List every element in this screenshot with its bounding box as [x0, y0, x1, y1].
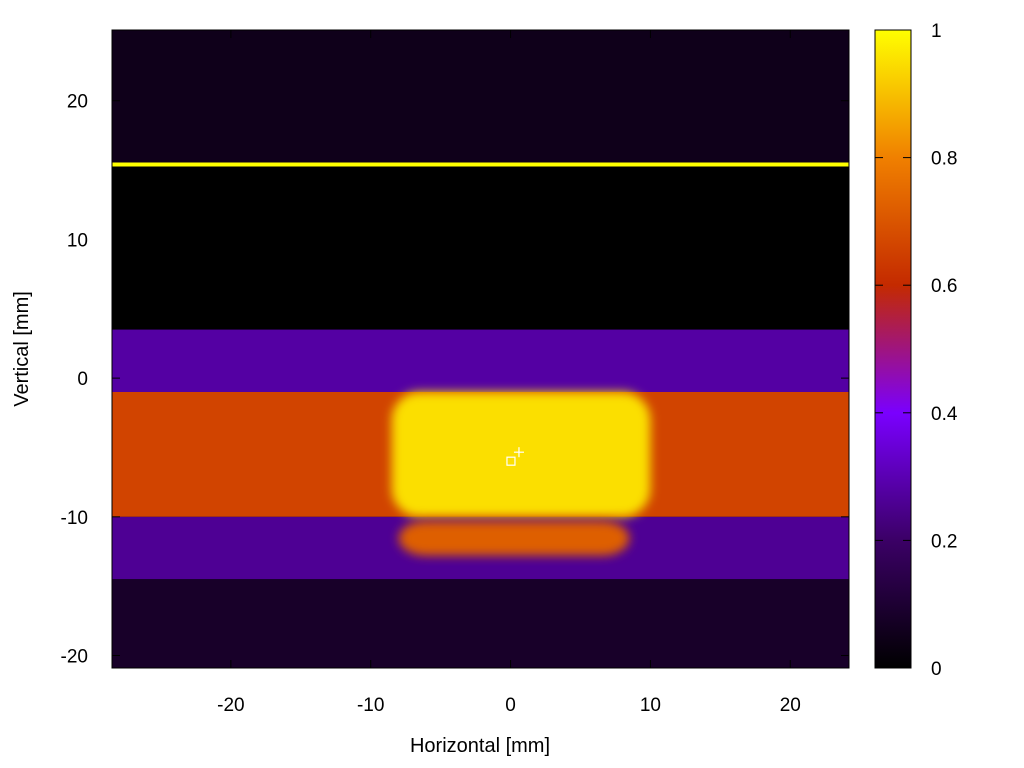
colorbar-tick-label: 0 — [931, 659, 942, 680]
region-upper-band — [112, 329, 849, 392]
colorbar-tick-label: 0.4 — [931, 404, 958, 425]
x-tick-label: 20 — [780, 695, 801, 716]
y-tick-label: -20 — [61, 647, 88, 668]
colorbar-tick-label: 0.2 — [931, 531, 957, 552]
x-tick-label: -20 — [217, 695, 244, 716]
x-tick-label: -10 — [357, 695, 384, 716]
y-tick-label: -10 — [61, 508, 88, 529]
region-hot-core — [391, 391, 651, 517]
y-axis-title: Vertical [mm] — [11, 291, 33, 407]
region-hot-lower-lobe — [398, 520, 630, 556]
region-upper-background — [112, 30, 849, 165]
y-tick-label: 0 — [77, 369, 88, 390]
x-axis-title: Horizontal [mm] — [410, 735, 550, 757]
colorbar-tick-label: 0.8 — [931, 149, 957, 170]
x-tick-label: 10 — [640, 695, 661, 716]
x-tick-label: 0 — [505, 695, 516, 716]
region-lower-background — [112, 579, 849, 668]
plot-area — [112, 30, 849, 668]
region-upper-dark-gap — [112, 164, 849, 330]
colorbar-tick-label: 0.6 — [931, 276, 957, 297]
colorbar — [874, 29, 912, 669]
colorbar-tick-label: 1 — [931, 21, 942, 42]
y-tick-label: 20 — [67, 92, 88, 113]
y-tick-label: 10 — [67, 230, 88, 251]
center-marker — [506, 447, 524, 466]
plot-frame — [111, 29, 850, 669]
